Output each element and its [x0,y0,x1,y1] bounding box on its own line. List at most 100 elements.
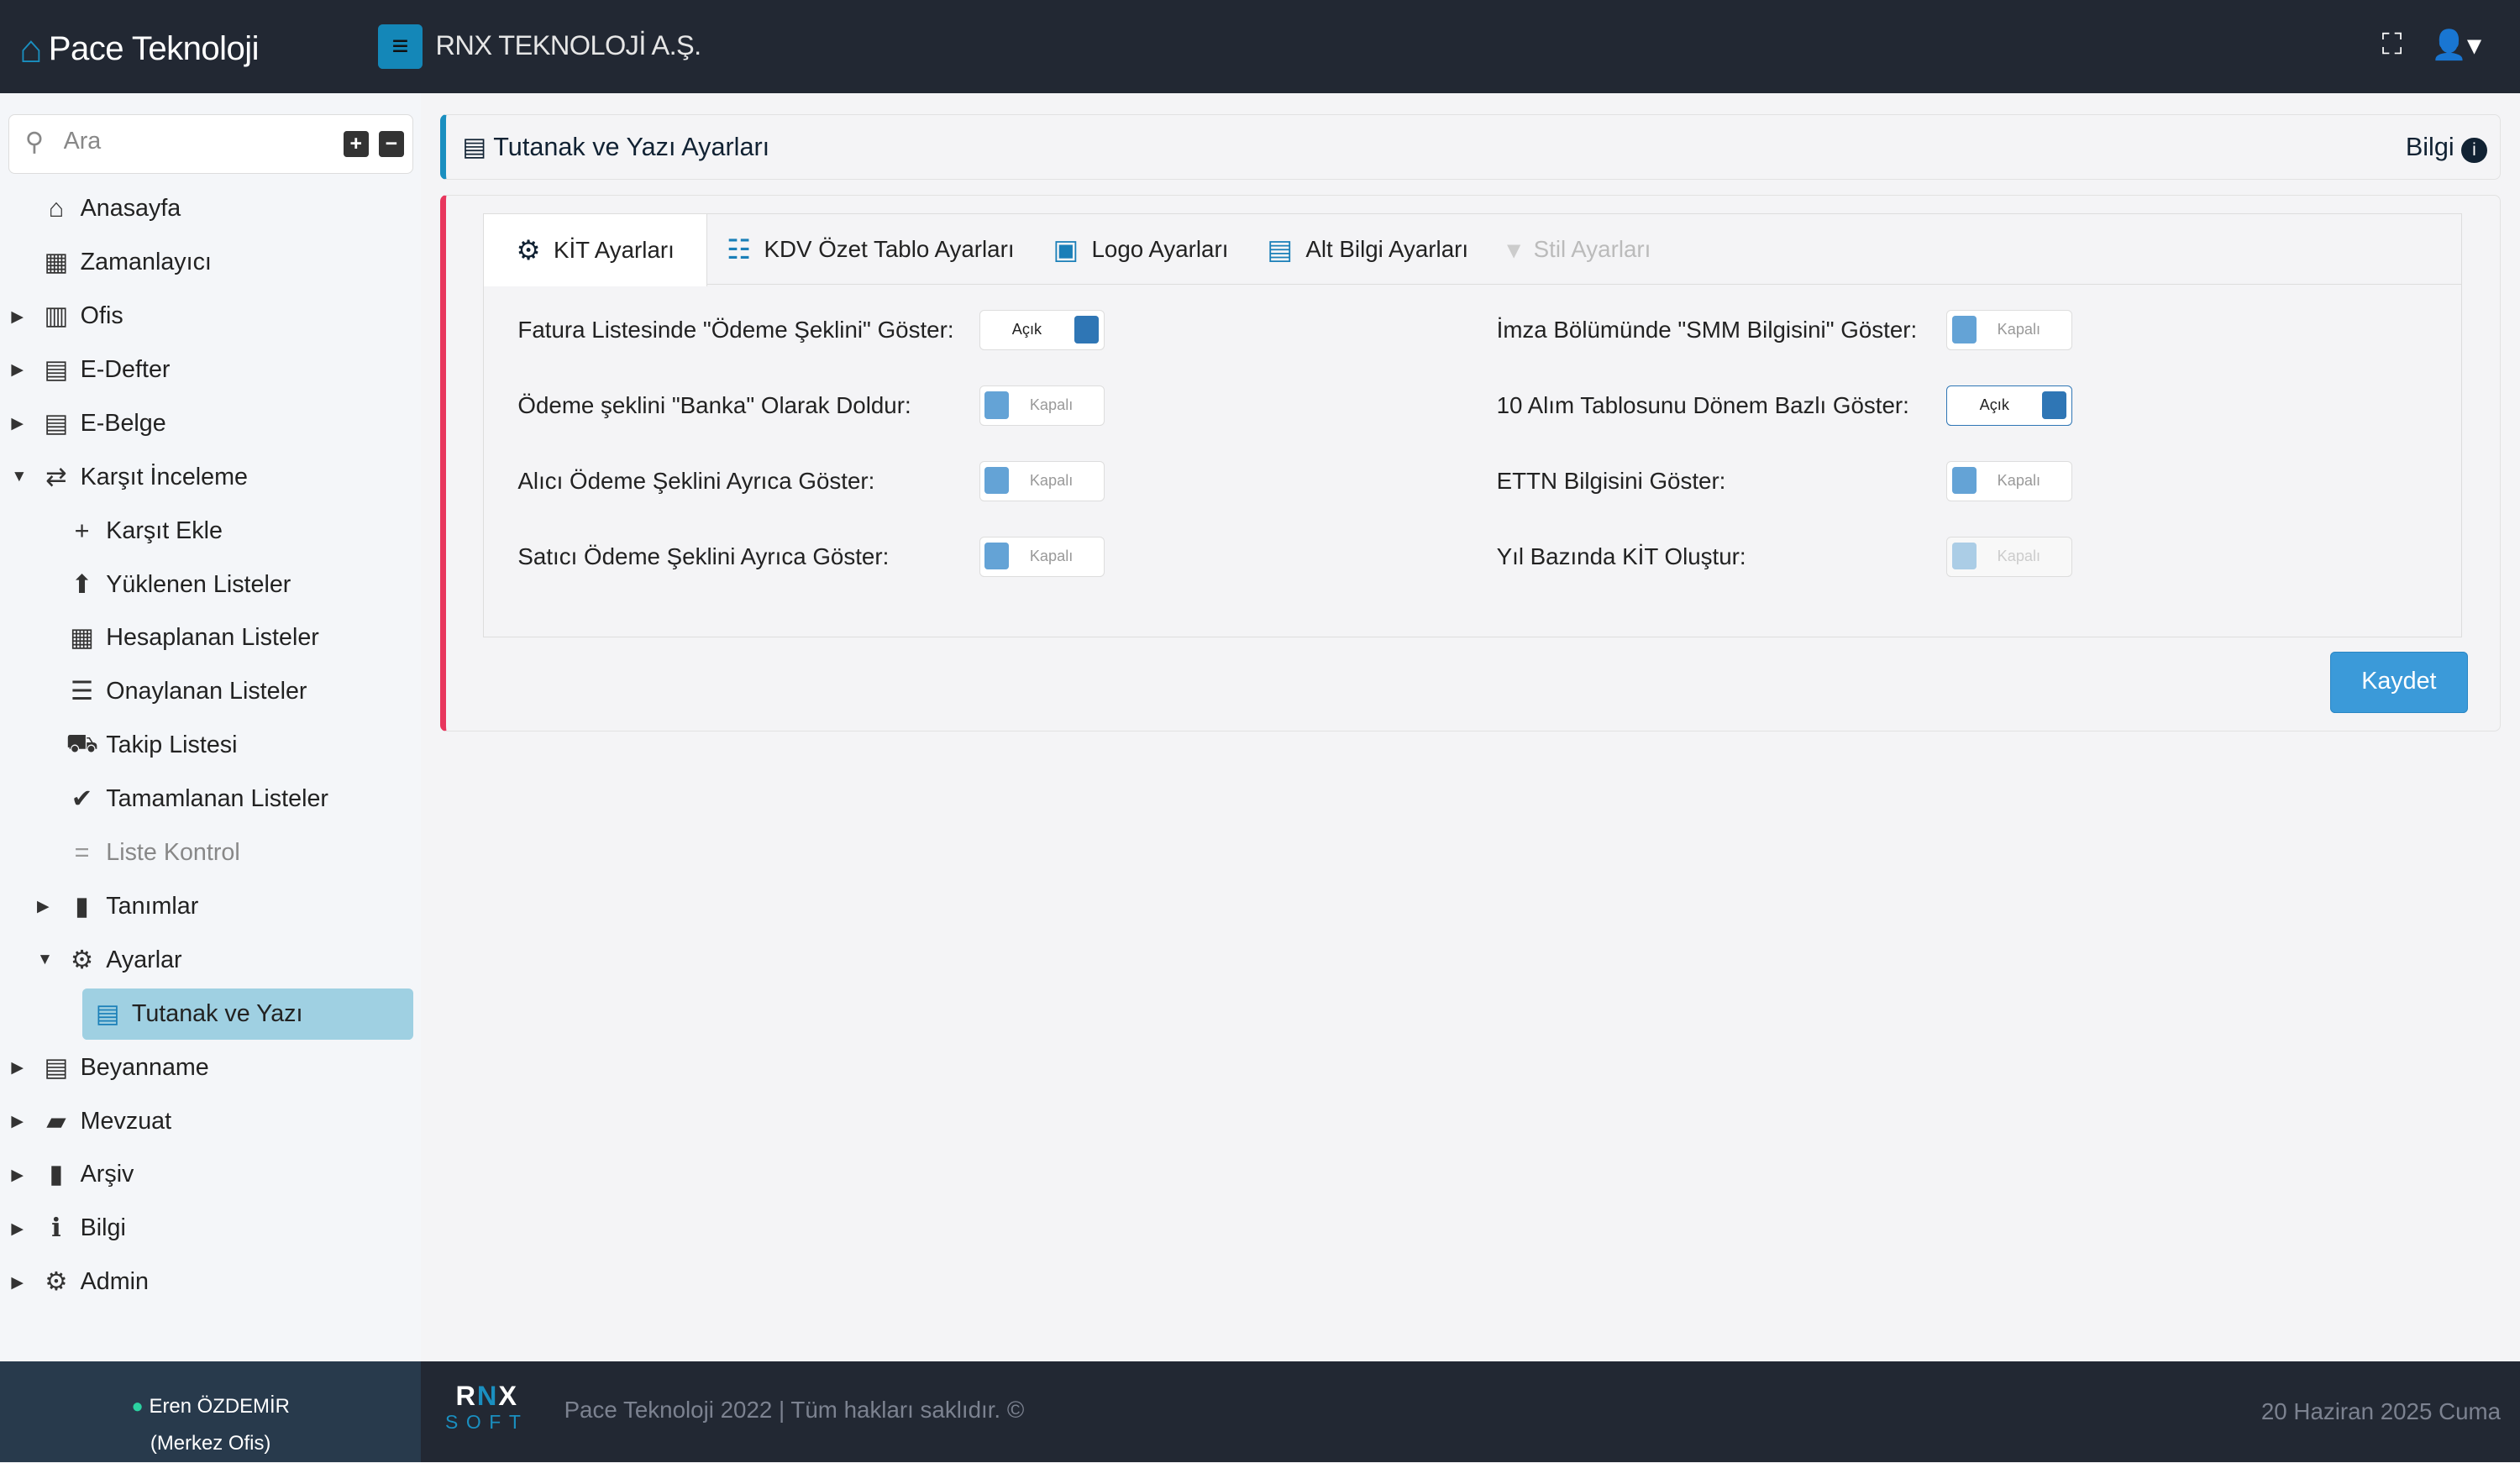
setting-toggle[interactable]: Açık [979,310,1105,351]
sidebar-item-label: Takip Listesi [106,732,238,759]
save-button[interactable]: Kaydet [2329,651,2469,713]
sidebar-item[interactable]: ⬆ Yüklenen Listeler [0,558,421,610]
exchange-icon: ⇄ [45,462,67,491]
sidebar-item[interactable]: ▶ ⚙ Admin [0,1256,421,1308]
fullscreen-icon[interactable]: ⛶ [2381,29,2402,61]
caret-right-icon[interactable]: ▶ [11,1113,24,1131]
building-icon: ▥ [44,302,69,331]
sidebar-toggle-button[interactable]: ≡ [377,24,423,70]
caret-down-icon[interactable]: ▼ [37,951,53,969]
tab[interactable]: ⚙ KİT Ayarları [484,213,708,286]
hamburger-icon: ≡ [391,29,409,62]
top-header: ⌂ Pace Teknoloji ≡ RNX TEKNOLOJİ A.Ş. ⛶ … [0,0,2520,93]
sidebar-item-label: Beyanname [80,1053,209,1081]
sidebar-item[interactable]: ⌂ Anasayfa [0,183,421,234]
sidebar-item[interactable]: ▶ ▮ Arşiv [0,1149,421,1200]
sidebar-item[interactable]: ✔ Tamamlanan Listeler [0,773,421,825]
setting-toggle[interactable]: Açık [1946,385,2072,427]
active-highlight [81,988,413,1040]
caret-right-icon[interactable]: ▶ [11,307,24,326]
check-circle-icon: ✔ [71,784,93,814]
footer: RNX SOFT Pace Teknoloji 2022 | Tüm hakla… [421,1361,2520,1463]
company-name: RNX TEKNOLOJİ A.Ş. [435,30,702,61]
sidebar-item-label: E-Belge [80,409,166,437]
caret-right-icon[interactable]: ▶ [11,1273,24,1292]
sidebar-item-label: Tutanak ve Yazı [131,999,303,1027]
toggle-state: Kapalı [1997,547,2041,564]
setting-toggle[interactable]: Kapalı [979,461,1105,501]
search-input[interactable] [63,128,321,156]
toggle-knob [2042,391,2066,419]
sidebar-item[interactable]: ▶ ▤ E-Belge [0,398,421,449]
tab[interactable]: ☷ KDV Özet Tablo Ayarları [707,214,1033,285]
sidebar-item[interactable]: ▶ ▰ Mevzuat [0,1095,421,1146]
setting-toggle[interactable]: Kapalı [1946,310,2072,351]
sidebar-item[interactable]: ▼ ⚙ Ayarlar [0,935,421,986]
sidebar-item[interactable]: ▼ ⇄ Karşıt İnceleme [0,452,421,503]
toggle-knob [1952,542,1977,570]
page-title-card: ▤ Tutanak ve Yazı Ayarları Bilgi i [440,113,2502,181]
expand-all-button[interactable]: + [343,130,370,157]
sidebar-item[interactable]: ⛟ Takip Listesi [0,720,421,771]
sidebar-item[interactable]: ▶ ▥ Ofis [0,291,421,342]
settings-card: ⚙ KİT Ayarları ☷ KDV Özet Tablo Ayarları ▣ Lo… [440,194,2502,732]
sidebar-item[interactable]: ▦ Hesaplanan Listeler [0,612,421,663]
sidebar-item-label: Karşıt İnceleme [80,463,248,490]
tab[interactable]: ▣ Logo Ayarları [1034,214,1248,285]
home-icon: ⌂ [48,194,65,223]
book-icon: ▤ [44,354,69,384]
sidebar: ⚲ + − ⌂ Anasayfa ▦ Zamanlayıcı ▶ ▥ Ofis ▶ ▤ E-Def… [0,92,422,1361]
caret-right-icon[interactable]: ▶ [11,1059,24,1078]
gears-icon: ⚙ [70,945,94,974]
toggle-state: Açık [1979,396,2009,413]
image-icon: ▣ [1053,233,1079,265]
setting-toggle[interactable]: Kapalı [979,385,1105,427]
toggle-knob [984,542,1009,570]
file-text-icon: ▤ [95,999,120,1028]
brand[interactable]: ⌂ Pace Teknoloji [19,26,260,71]
calculator-icon: ▦ [70,623,95,653]
sidebar-item[interactable]: ▶ ▤ Beyanname [0,1042,421,1093]
collapse-all-button[interactable]: − [378,130,405,157]
tab-label: Alt Bilgi Ayarları [1305,235,1469,262]
sidebar-item-label: Anasayfa [80,195,181,223]
toggle-state: Kapalı [1029,396,1074,413]
tab: ▾ Stil Ayarları [1488,214,1670,285]
page-title: Tutanak ve Yazı Ayarları [493,132,770,161]
setting-toggle[interactable]: Kapalı [1946,461,2072,501]
toggle-knob [1952,466,1977,495]
sidebar-item[interactable]: ▦ Zamanlayıcı [0,237,421,288]
sidebar-item[interactable]: + Karşıt Ekle [0,506,421,557]
toggle-state: Kapalı [1029,471,1074,489]
checklist-icon: ☰ [70,677,94,706]
caret-down-icon[interactable]: ▼ [11,468,28,486]
setting-label: Ödeme şeklini "Banka" Olarak Doldur: [517,391,911,418]
toggle-state: Kapalı [1997,471,2041,489]
caret-right-icon[interactable]: ▶ [11,1166,24,1184]
sidebar-item[interactable]: ▶ ▤ E-Defter [0,344,421,396]
tab[interactable]: ▤ Alt Bilgi Ayarları [1247,214,1488,285]
user-menu-icon[interactable]: 👤▾ [2431,29,2482,62]
sidebar-item[interactable]: ▶ ℹ Bilgi [0,1203,421,1254]
current-date: 20 Haziran 2025 Cuma [2260,1397,2502,1424]
setting-label: Alıcı Ödeme Şeklini Ayrıca Göster: [517,467,875,494]
toggle-knob [1952,316,1977,343]
sidebar-item-label: Yüklenen Listeler [106,570,291,598]
sidebar-item[interactable]: ☰ Onaylanan Listeler [0,666,421,717]
sidebar-item-label: E-Defter [80,355,171,383]
sidebar-item-label: Admin [80,1268,149,1296]
sidebar-item[interactable]: ▶ ▮ Tanımlar [0,881,421,932]
sidebar-item[interactable]: = Liste Kontrol [0,827,421,878]
caret-right-icon[interactable]: ▶ [11,415,24,433]
caret-right-icon[interactable]: ▶ [11,1219,24,1238]
setting-label: 10 Alım Tablosunu Dönem Bazlı Göster: [1496,391,1909,418]
setting-toggle[interactable]: Kapalı [979,537,1105,577]
sidebar-item-label: Tanımlar [106,892,199,920]
sidebar-item[interactable]: ▤ Tutanak ve Yazı [0,988,421,1040]
sidebar-item-label: Tamamlanan Listeler [106,785,328,813]
sidebar-item-label: Liste Kontrol [106,839,240,867]
caret-right-icon[interactable]: ▶ [11,361,24,380]
caret-right-icon[interactable]: ▶ [37,898,50,916]
toggle-state: Kapalı [1997,320,2041,338]
info-button[interactable]: Bilgi i [2406,133,2487,164]
